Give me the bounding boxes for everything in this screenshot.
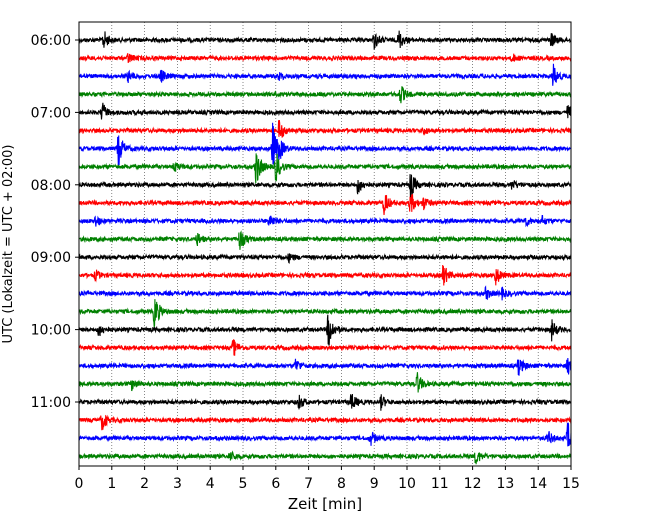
trace-line	[78, 153, 572, 184]
trace-line	[78, 30, 572, 50]
trace-line	[78, 86, 572, 104]
trace-line	[78, 253, 572, 264]
x-tick-label: 6	[271, 476, 280, 492]
trace-line	[78, 53, 572, 63]
y-tick-label: 10:00	[31, 323, 71, 339]
x-tick-label: 3	[173, 476, 182, 492]
x-tick-label: 15	[562, 476, 580, 492]
trace-line	[78, 358, 572, 376]
seismogram-traces	[78, 30, 572, 465]
x-tick-label: 8	[337, 476, 346, 492]
trace-line	[78, 193, 572, 216]
y-tick-label: 06:00	[31, 33, 71, 49]
x-tick-label: 4	[206, 476, 215, 492]
trace-line	[78, 450, 572, 465]
trace-line	[78, 372, 572, 393]
x-tick-label: 9	[370, 476, 379, 492]
trace-line	[78, 63, 572, 86]
x-tick-label: 10	[398, 476, 416, 492]
trace-line	[78, 215, 572, 228]
x-axis-label: Zeit [min]	[288, 495, 362, 513]
y-tick-label: 09:00	[31, 250, 71, 266]
x-tick-label: 12	[464, 476, 482, 492]
x-tick-label: 2	[140, 476, 149, 492]
x-tick-label: 13	[496, 476, 514, 492]
x-tick-label: 5	[239, 476, 248, 492]
trace-line	[78, 285, 572, 301]
y-tick-label: 08:00	[31, 178, 71, 194]
trace-line	[78, 299, 572, 328]
trace-line	[78, 174, 572, 198]
trace-line	[78, 314, 572, 346]
trace-line	[78, 102, 572, 120]
trace-line	[78, 422, 572, 447]
trace-line	[78, 339, 572, 356]
x-tick-label: 14	[529, 476, 547, 492]
trace-line	[78, 393, 572, 411]
trace-line	[78, 119, 572, 138]
x-tick-label: 7	[304, 476, 313, 492]
y-axis-label: UTC (Lokalzeit = UTC + 02:00)	[1, 145, 16, 344]
trace-line	[78, 230, 572, 250]
x-tick-label: 0	[75, 476, 84, 492]
grid-lines	[111, 22, 539, 466]
x-tick-label: 11	[431, 476, 449, 492]
y-tick-label: 11:00	[31, 395, 71, 411]
axis-ticks: 0 1 2 3 4 5 6 7 8 9 10 11 12 13 14 1506:0007:0008:0009:…	[31, 33, 580, 492]
x-tick-label: 1	[107, 476, 116, 492]
trace-line	[78, 122, 572, 169]
trace-line	[78, 414, 572, 431]
trace-line	[78, 264, 572, 286]
plot-frame	[78, 21, 572, 467]
y-tick-label: 07:00	[31, 105, 71, 121]
